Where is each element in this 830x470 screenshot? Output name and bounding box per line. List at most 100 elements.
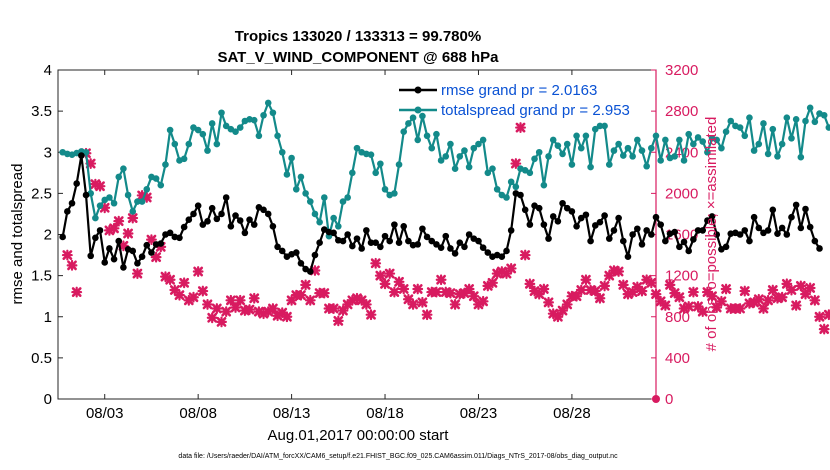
x-tick-label: 08/03 [86,405,124,422]
totalspread-point [349,169,356,177]
rmse-point [806,223,814,231]
obs-assimilated-point [645,277,657,289]
totalspread-point [783,114,791,122]
rmse-point [554,218,562,225]
rmse-point [690,236,697,243]
totalspread-point [792,116,800,123]
totalspread-point [540,181,548,189]
totalspread-point [414,136,422,144]
legend-rmse-marker [414,86,422,94]
totalspread-point [185,140,193,148]
obs-assimilated-point [365,309,377,321]
totalspread-point [134,198,141,205]
totalspread-point [302,190,309,197]
obs-assimilated-point [132,268,143,279]
obs-assimilated-point [234,294,246,306]
obs-assimilated-point [795,280,807,292]
rmse-point [138,253,146,261]
x-axis-label: Aug.01,2017 00:00:00 start [268,427,450,444]
obs-assimilated-point [178,277,190,289]
totalspread-point [680,157,688,164]
totalspread-point [484,169,492,177]
totalspread-point [213,140,221,148]
obs-assimilated-point [388,286,400,298]
rmse-point [428,237,436,245]
totalspread-point [778,140,786,148]
rmse-point [442,232,450,240]
rmse-point [778,224,786,232]
obs-assimilated-point [197,285,209,297]
totalspread-series [59,99,830,240]
rmse-point [358,245,365,252]
totalspread-point [657,157,664,164]
obs-assimilated-point [613,266,625,277]
rmse-point [535,204,543,212]
totalspread-point [582,132,590,140]
totalspread-point [769,125,777,133]
rmse-point [232,212,239,219]
rmse-point [64,208,71,215]
obs-assimilated-point [211,303,223,314]
totalspread-point [503,194,510,201]
totalspread-point [377,160,384,168]
rmse-point [587,237,594,245]
totalspread-point [143,185,151,193]
rmse-point [662,237,669,245]
chart-subtitle: SAT_V_WIND_COMPONENT @ 688 hPa [217,49,499,66]
rmse-point [741,227,749,234]
rmse-point [96,227,104,234]
rmse-point [367,239,375,247]
totalspread-point [676,136,683,144]
totalspread-point [750,147,758,154]
totalspread-point [152,175,160,182]
obs-assimilated-point [519,249,531,261]
rmse-point [405,237,412,245]
rmse-point [671,228,678,236]
rmse-point [517,191,524,199]
totalspread-point [671,153,678,160]
obs-assimilated-point [804,282,816,294]
obs-assimilated-point [192,266,204,277]
rmse-point [676,243,683,251]
obs-assimilated-point [445,287,456,299]
totalspread-point [92,214,99,222]
totalspread-point [400,128,408,135]
obs-assimilated-point [188,291,199,303]
obs-assimilated-point [814,311,825,323]
totalspread-point [531,155,538,163]
rmse-point [129,247,137,255]
rmse-point [699,227,707,234]
obs-assimilated-point [767,284,779,296]
obs-possible-point [652,395,660,403]
obs-assimilated-point [697,306,709,318]
rmse-point [246,216,253,223]
obs-assimilated-point [300,279,312,291]
totalspread-point [760,120,767,127]
totalspread-point [736,124,744,131]
totalspread-point [297,173,305,181]
rmse-point [68,199,76,207]
obs-assimilated-point [281,311,293,323]
x-tick-label: 08/18 [366,405,404,422]
obs-assimilated-point [398,283,410,295]
rmse-point [657,221,664,228]
totalspread-point [713,136,721,144]
rmse-point [339,237,347,245]
rmse-point [349,242,356,250]
totalspread-point [250,116,258,124]
totalspread-point [82,148,90,156]
rmse-point [250,221,258,228]
obs-assimilated-point [412,283,424,295]
totalspread-point [456,153,464,160]
obs-assimilated-point [113,215,125,227]
totalspread-point [232,128,239,135]
rmse-point [498,253,506,261]
totalspread-point [811,118,819,126]
totalspread-point [381,185,389,193]
totalspread-point [797,153,805,161]
obs-assimilated-point [753,293,765,305]
rmse-point [423,233,431,241]
rmse-point [746,237,753,245]
obs-assimilated-point [776,291,788,303]
rmse-point [783,231,791,238]
